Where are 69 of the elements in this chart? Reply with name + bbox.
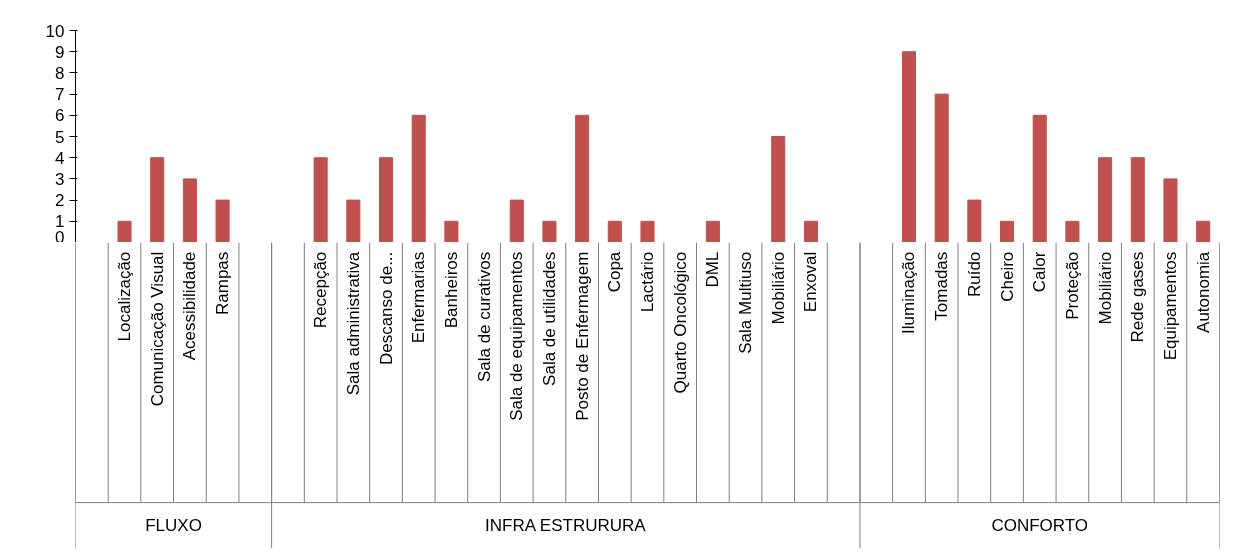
bar [313, 157, 328, 242]
text: CONFORTO [991, 516, 1089, 536]
y-tick-label: 5 [55, 127, 65, 147]
y-tick-label: 4 [55, 148, 65, 168]
x-tick-label: Descanso de... [376, 251, 396, 366]
x-tick-label: Enfermarias [409, 251, 429, 344]
bar [1163, 178, 1178, 242]
bar [771, 136, 786, 242]
bar [705, 220, 720, 242]
bar [1098, 157, 1113, 242]
bar [1130, 157, 1145, 242]
bar [934, 93, 949, 242]
bar [967, 199, 982, 242]
x-tick-label: Lactário [638, 251, 657, 313]
bar [542, 220, 557, 242]
x-tick-label: Tomadas [932, 251, 952, 321]
x-tick-label: Ruído [964, 251, 984, 298]
text: INFRA ESTRURURA [485, 516, 647, 536]
x-tick-label: Iluminação [899, 251, 919, 334]
x-tick-label: Sala de equipamentos [507, 251, 527, 421]
bar [575, 114, 590, 242]
x-tick-label: Rede gases [1128, 251, 1148, 343]
x-tick-label: Quarto Oncológico [670, 251, 690, 394]
bar [901, 51, 917, 242]
bar [1065, 220, 1080, 242]
bar [640, 220, 655, 242]
bar [215, 199, 230, 242]
x-tick-label: Autonomia [1193, 251, 1213, 333]
bar [1032, 114, 1047, 242]
y-tick-label: 6 [55, 106, 65, 126]
bar [182, 178, 197, 242]
x-tick-label: Sala de curativos [474, 251, 494, 383]
x-tick-label: Localização [115, 251, 135, 342]
bar [1000, 220, 1015, 242]
bar [803, 220, 818, 242]
bar [378, 157, 394, 242]
bar [411, 114, 426, 242]
bar [607, 220, 622, 242]
x-tick-label: Sala Multiuso [736, 251, 756, 354]
x-tick-label: Sala administrativa [343, 251, 363, 396]
x-tick-label: Copa [605, 251, 625, 293]
bar [509, 199, 524, 242]
x-tick-label: Proteção [1062, 251, 1082, 320]
y-tick-label: 9 [55, 42, 65, 62]
x-tick-label: Cheiro [997, 251, 1017, 302]
x-tick-label: Rampas [213, 251, 233, 315]
bar [346, 199, 361, 242]
bar [150, 157, 165, 242]
y-tick-label: 8 [55, 63, 65, 83]
x-tick-label: DML [703, 251, 723, 288]
x-tick-label: Mobiliário [1095, 251, 1115, 325]
bar [444, 220, 459, 242]
x-tick-label: Calor [1030, 251, 1050, 293]
y-tick-label: 7 [55, 85, 65, 105]
x-tick-label: Comunicação Visual [147, 251, 167, 407]
bar [1196, 220, 1211, 242]
text: FLUXO [145, 516, 202, 536]
x-tick-label: Mobiliário [768, 251, 788, 325]
bar [117, 220, 132, 242]
x-tick-label: Sala de utilidades [539, 251, 559, 386]
x-tick-label: Equipamentos [1160, 251, 1180, 361]
x-tick-label: Recepção [311, 251, 331, 329]
y-tick-label: 2 [55, 191, 65, 211]
x-tick-label: Enxoval [801, 251, 821, 313]
y-tick-label: 10 [45, 21, 65, 41]
x-tick-label: Acessibilidade [180, 251, 200, 361]
x-tick-label: Banheiros [441, 251, 461, 329]
x-tick-label: Posto de Enfermagem [572, 251, 592, 421]
y-tick-label: 3 [55, 169, 65, 189]
